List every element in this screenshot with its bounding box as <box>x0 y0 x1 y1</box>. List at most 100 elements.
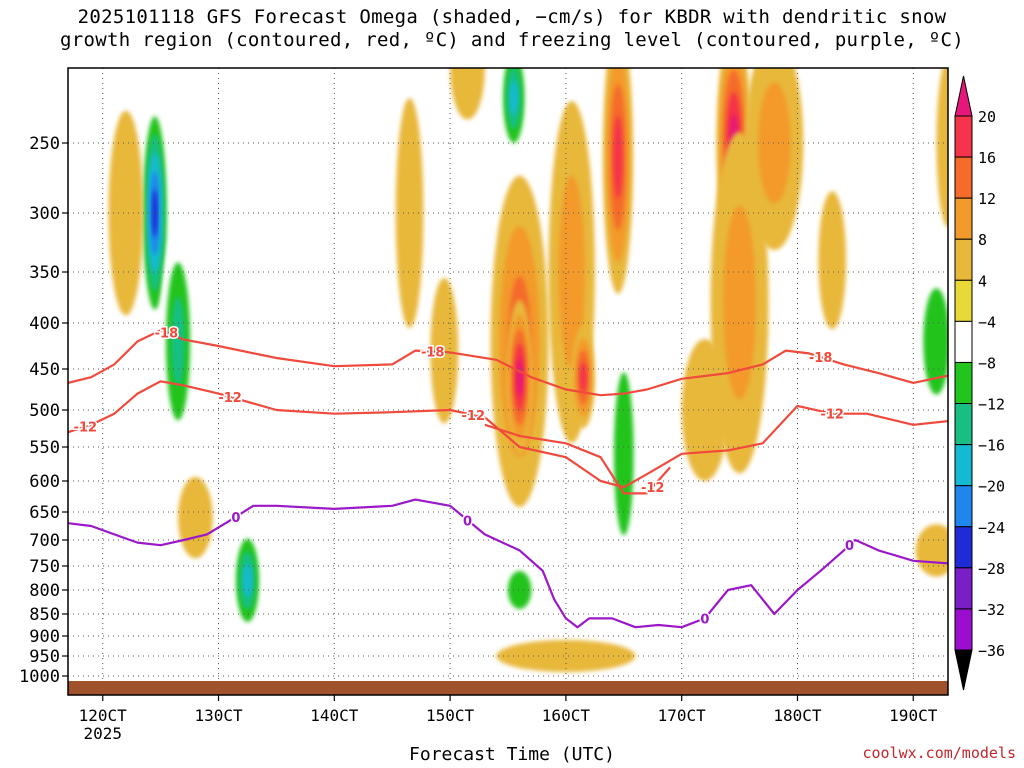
omega-cell <box>151 189 158 237</box>
contour-line <box>68 498 948 629</box>
omega-cell <box>558 175 585 369</box>
colorbar-label: −16 <box>978 437 1005 455</box>
colorbar-label: 20 <box>978 108 996 126</box>
contour-label: -12 <box>820 408 844 423</box>
y-tick-label: 450 <box>29 360 60 380</box>
omega-cell <box>507 571 532 609</box>
omega-cell <box>450 68 485 120</box>
y-tick-label: 850 <box>29 605 60 625</box>
plot-frame <box>67 67 949 696</box>
grid-lines <box>68 68 948 681</box>
colorbar-label: −8 <box>978 354 996 372</box>
x-tick-sublabel: 2025 <box>83 724 122 743</box>
contour-label: -12 <box>641 481 665 496</box>
colorbar-segment <box>954 320 973 363</box>
omega-cell <box>936 68 948 228</box>
contour-label: -18 <box>809 351 833 366</box>
omega-cell <box>430 277 459 424</box>
colorbar-label: −12 <box>978 396 1005 414</box>
contour-label: 0 <box>463 514 472 529</box>
y-tick-label: 350 <box>29 263 60 283</box>
omega-cell <box>723 206 756 400</box>
x-tick-label: 130CT <box>194 706 243 725</box>
y-tick-label: 950 <box>29 647 60 667</box>
colorbar-segment <box>954 115 973 158</box>
contour-label: -12 <box>462 409 486 424</box>
x-tick-label: 180CT <box>773 706 822 725</box>
colorbar: 20 16 12 8 4 −4 −8 −12 −16 −20 −24 −28 −32 −36 <box>954 75 1005 691</box>
y-tick-label: 300 <box>29 204 60 224</box>
chart-title-line2: growth region (contoured, red, ºC) and f… <box>60 29 964 51</box>
colorbar-label: −20 <box>978 478 1005 496</box>
omega-cell <box>108 110 144 316</box>
credit-text: coolwx.com/models <box>862 744 1016 762</box>
contour-line <box>68 329 948 397</box>
colorbar-label: 12 <box>978 190 996 208</box>
colorbar-segment <box>954 608 973 651</box>
y-tick-label: 800 <box>29 581 60 601</box>
colorbar-label: −4 <box>978 313 996 331</box>
contour-label: -18 <box>155 327 179 342</box>
y-axis: 2503003504004505005506006507007508008509… <box>19 134 68 687</box>
colorbar-segment <box>954 279 973 322</box>
contour-lines: -18 -18 -18 -12 -12 -12 -12 -12 0 0 0 0 <box>68 325 948 629</box>
omega-cell <box>171 296 185 387</box>
y-tick-label: 700 <box>29 531 60 551</box>
contour-label: 0 <box>700 612 709 627</box>
colorbar-segment <box>954 567 973 610</box>
ground-surface <box>68 681 948 695</box>
colorbar-label: 8 <box>978 231 987 249</box>
x-tick-label: 140CT <box>310 706 359 725</box>
y-tick-label: 400 <box>29 314 60 334</box>
contour-label: -12 <box>74 421 98 436</box>
colorbar-segment <box>954 526 973 569</box>
x-tick-label: 190CT <box>889 706 938 725</box>
colorbar-segment <box>954 238 973 281</box>
y-tick-label: 500 <box>29 401 60 421</box>
omega-cell <box>579 361 587 393</box>
colorbar-label: −28 <box>978 560 1005 578</box>
y-tick-label: 550 <box>29 438 60 458</box>
contour-label: -12 <box>218 391 242 406</box>
colorbar-label: 16 <box>978 149 996 167</box>
x-tick-label: 170CT <box>658 706 707 725</box>
colorbar-segment <box>954 197 973 240</box>
colorbar-segment <box>954 156 973 199</box>
colorbar-label: 4 <box>978 272 987 290</box>
omega-cell <box>516 358 523 397</box>
colorbar-bottom-arrow <box>954 649 973 691</box>
x-tick-label: 150CT <box>426 706 475 725</box>
contour-label: 0 <box>845 539 854 554</box>
colorbar-segment <box>954 403 973 446</box>
omega-cell <box>613 372 634 536</box>
colorbar-label: −32 <box>978 601 1005 619</box>
colorbar-segment <box>954 444 973 487</box>
y-tick-label: 1000 <box>19 667 60 687</box>
omega-cell <box>178 476 213 559</box>
contour-line <box>68 380 948 489</box>
contour-label: 0 <box>231 511 240 526</box>
omega-cell <box>509 80 518 116</box>
contour-label: -18 <box>421 346 445 361</box>
colorbar-top-arrow <box>954 75 973 117</box>
x-tick-label: 120CT <box>79 706 128 725</box>
y-tick-label: 650 <box>29 503 60 523</box>
y-tick-label: 900 <box>29 627 60 647</box>
y-tick-label: 600 <box>29 472 60 492</box>
omega-cell <box>923 288 948 395</box>
contour-line <box>484 423 671 495</box>
omega-shading <box>85 68 948 686</box>
y-tick-label: 750 <box>29 557 60 577</box>
omega-cell <box>395 98 424 328</box>
y-tick-label: 250 <box>29 134 60 154</box>
x-tick-label: 160CT <box>542 706 591 725</box>
x-axis-label: Forecast Time (UTC) <box>409 744 615 765</box>
omega-cell <box>496 640 636 672</box>
colorbar-label: −36 <box>978 642 1005 660</box>
omega-cell <box>85 626 121 686</box>
omega-cell <box>818 191 847 330</box>
chart-title-line1: 2025101118 GFS Forecast Omega (shaded, −… <box>77 6 947 28</box>
omega-cell <box>242 564 253 597</box>
